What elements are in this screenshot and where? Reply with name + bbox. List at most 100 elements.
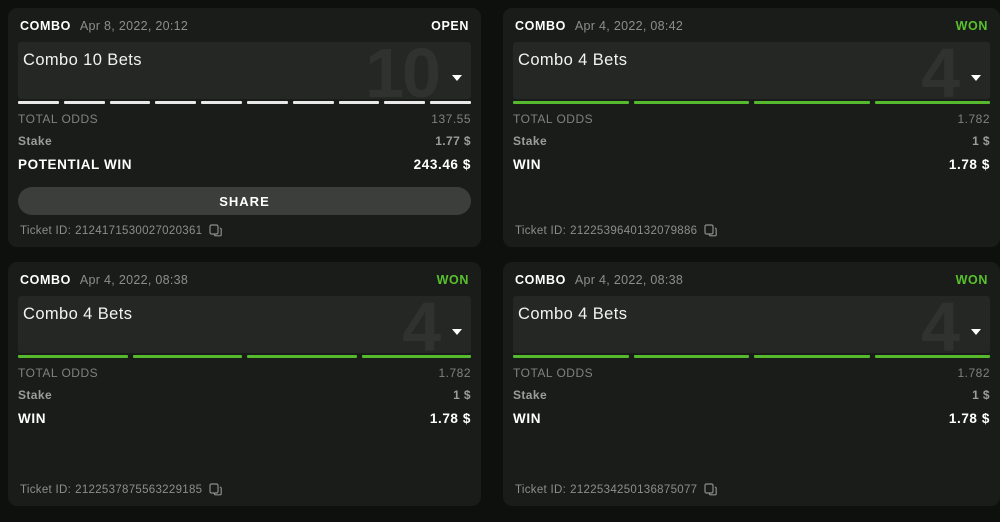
- bet-type-label: COMBO: [515, 19, 566, 33]
- bet-card-header: COMBO Apr 4, 2022, 08:42 WON: [513, 14, 990, 36]
- total-odds-row: TOTAL ODDS 137.55: [18, 113, 471, 126]
- stake-label: Stake: [513, 134, 548, 148]
- bet-leg-segment: [430, 101, 471, 104]
- bet-leg-segment: [874, 355, 990, 358]
- bet-leg-segment: [246, 101, 288, 104]
- total-odds-label: TOTAL ODDS: [18, 366, 99, 380]
- win-row: POTENTIAL WIN 243.46 $: [18, 157, 471, 172]
- bet-leg-segment: [247, 355, 357, 358]
- bet-leg-segment: [63, 101, 105, 104]
- win-row: WIN 1.78 $: [513, 157, 990, 172]
- bet-legs-progress-bar: [18, 355, 471, 358]
- bet-leg-segment: [361, 355, 471, 358]
- ticket-id-value: 2122537875563229185: [75, 483, 203, 496]
- win-label: WIN: [18, 411, 47, 426]
- bet-count-watermark: 4: [921, 42, 960, 99]
- total-odds-label: TOTAL ODDS: [513, 366, 594, 380]
- bet-leg-segment: [754, 355, 870, 358]
- bet-leg-segment: [633, 355, 749, 358]
- stake-value: 1 $: [453, 388, 471, 402]
- stake-value: 1 $: [972, 388, 990, 402]
- ticket-id-value: 2124171530027020361: [75, 224, 203, 237]
- bet-legs-progress-bar: [513, 101, 990, 104]
- bet-legs-progress-bar: [513, 355, 990, 358]
- bet-count-watermark: 4: [921, 296, 960, 353]
- bet-title: Combo 4 Bets: [23, 305, 133, 323]
- bet-leg-segment: [633, 101, 749, 104]
- win-label: POTENTIAL WIN: [18, 157, 133, 172]
- status-badge: WON: [955, 19, 988, 33]
- win-value: 1.78 $: [429, 411, 471, 426]
- chevron-down-icon[interactable]: [452, 329, 462, 335]
- stake-row: Stake 1 $: [513, 389, 990, 402]
- ticket-id-value: 2122534250136875077: [570, 483, 698, 496]
- bet-title-panel[interactable]: 4 Combo 4 Bets: [513, 296, 990, 353]
- stake-label: Stake: [513, 388, 548, 402]
- total-odds-label: TOTAL ODDS: [513, 112, 594, 126]
- status-badge: OPEN: [431, 19, 469, 33]
- bet-title-panel[interactable]: 4 Combo 4 Bets: [18, 296, 471, 353]
- share-button[interactable]: SHARE: [18, 187, 471, 215]
- stake-label: Stake: [18, 388, 53, 402]
- win-value: 1.78 $: [948, 157, 990, 172]
- copy-icon[interactable]: [209, 483, 223, 496]
- win-label: WIN: [513, 411, 542, 426]
- copy-icon[interactable]: [704, 483, 718, 496]
- bet-leg-segment: [155, 101, 197, 104]
- total-odds-row: TOTAL ODDS 1.782: [513, 367, 990, 380]
- bet-leg-segment: [292, 101, 334, 104]
- bet-leg-segment: [754, 101, 870, 104]
- bet-title: Combo 10 Bets: [23, 51, 142, 69]
- copy-icon[interactable]: [704, 224, 718, 237]
- bet-datetime: Apr 4, 2022, 08:38: [574, 273, 684, 287]
- bet-title-panel[interactable]: 10 Combo 10 Bets: [18, 42, 471, 99]
- bet-legs-progress-bar: [18, 101, 471, 104]
- bet-card-header: COMBO Apr 4, 2022, 08:38 WON: [513, 268, 990, 290]
- bet-card-header: COMBO Apr 8, 2022, 20:12 OPEN: [18, 14, 471, 36]
- bet-card: COMBO Apr 4, 2022, 08:38 WON 4 Combo 4 B…: [8, 262, 481, 506]
- total-odds-row: TOTAL ODDS 1.782: [18, 367, 471, 380]
- stake-row: Stake 1 $: [513, 135, 990, 148]
- total-odds-value: 1.782: [957, 366, 990, 380]
- chevron-down-icon[interactable]: [971, 75, 981, 81]
- win-row: WIN 1.78 $: [18, 411, 471, 426]
- bet-leg-segment: [384, 101, 426, 104]
- status-badge: WON: [955, 273, 988, 287]
- bet-leg-segment: [513, 101, 629, 104]
- ticket-id-label: Ticket ID:: [20, 483, 72, 496]
- stake-label: Stake: [18, 134, 53, 148]
- bet-datetime: Apr 8, 2022, 20:12: [79, 19, 189, 33]
- ticket-row: Ticket ID: 2124171530027020361: [18, 224, 471, 237]
- bet-card: COMBO Apr 8, 2022, 20:12 OPEN 10 Combo 1…: [8, 8, 481, 247]
- ticket-row: Ticket ID: 2122534250136875077: [513, 483, 990, 496]
- bet-title-panel[interactable]: 4 Combo 4 Bets: [513, 42, 990, 99]
- bet-count-watermark: 4: [402, 296, 441, 353]
- total-odds-value: 1.782: [957, 112, 990, 126]
- total-odds-row: TOTAL ODDS 1.782: [513, 113, 990, 126]
- total-odds-label: TOTAL ODDS: [18, 112, 99, 126]
- ticket-id-value: 2122539640132079886: [570, 224, 698, 237]
- bet-leg-segment: [874, 101, 990, 104]
- bet-leg-segment: [18, 101, 59, 104]
- stake-value: 1 $: [972, 134, 990, 148]
- total-odds-value: 137.55: [431, 112, 471, 126]
- bet-count-watermark: 10: [365, 42, 441, 99]
- win-value: 1.78 $: [948, 411, 990, 426]
- ticket-id-label: Ticket ID:: [20, 224, 72, 237]
- copy-icon[interactable]: [209, 224, 223, 237]
- bet-datetime: Apr 4, 2022, 08:38: [79, 273, 189, 287]
- total-odds-value: 1.782: [438, 366, 471, 380]
- status-badge: WON: [436, 273, 469, 287]
- bet-leg-segment: [338, 101, 380, 104]
- chevron-down-icon[interactable]: [971, 329, 981, 335]
- bet-leg-segment: [18, 355, 128, 358]
- bet-leg-segment: [132, 355, 242, 358]
- bet-leg-segment: [513, 355, 629, 358]
- win-value: 243.46 $: [413, 157, 471, 172]
- bet-card: COMBO Apr 4, 2022, 08:42 WON 4 Combo 4 B…: [503, 8, 1000, 247]
- win-label: WIN: [513, 157, 542, 172]
- stake-row: Stake 1 $: [18, 389, 471, 402]
- bet-type-label: COMBO: [20, 19, 71, 33]
- bet-history-grid: COMBO Apr 8, 2022, 20:12 OPEN 10 Combo 1…: [8, 8, 1000, 506]
- chevron-down-icon[interactable]: [452, 75, 462, 81]
